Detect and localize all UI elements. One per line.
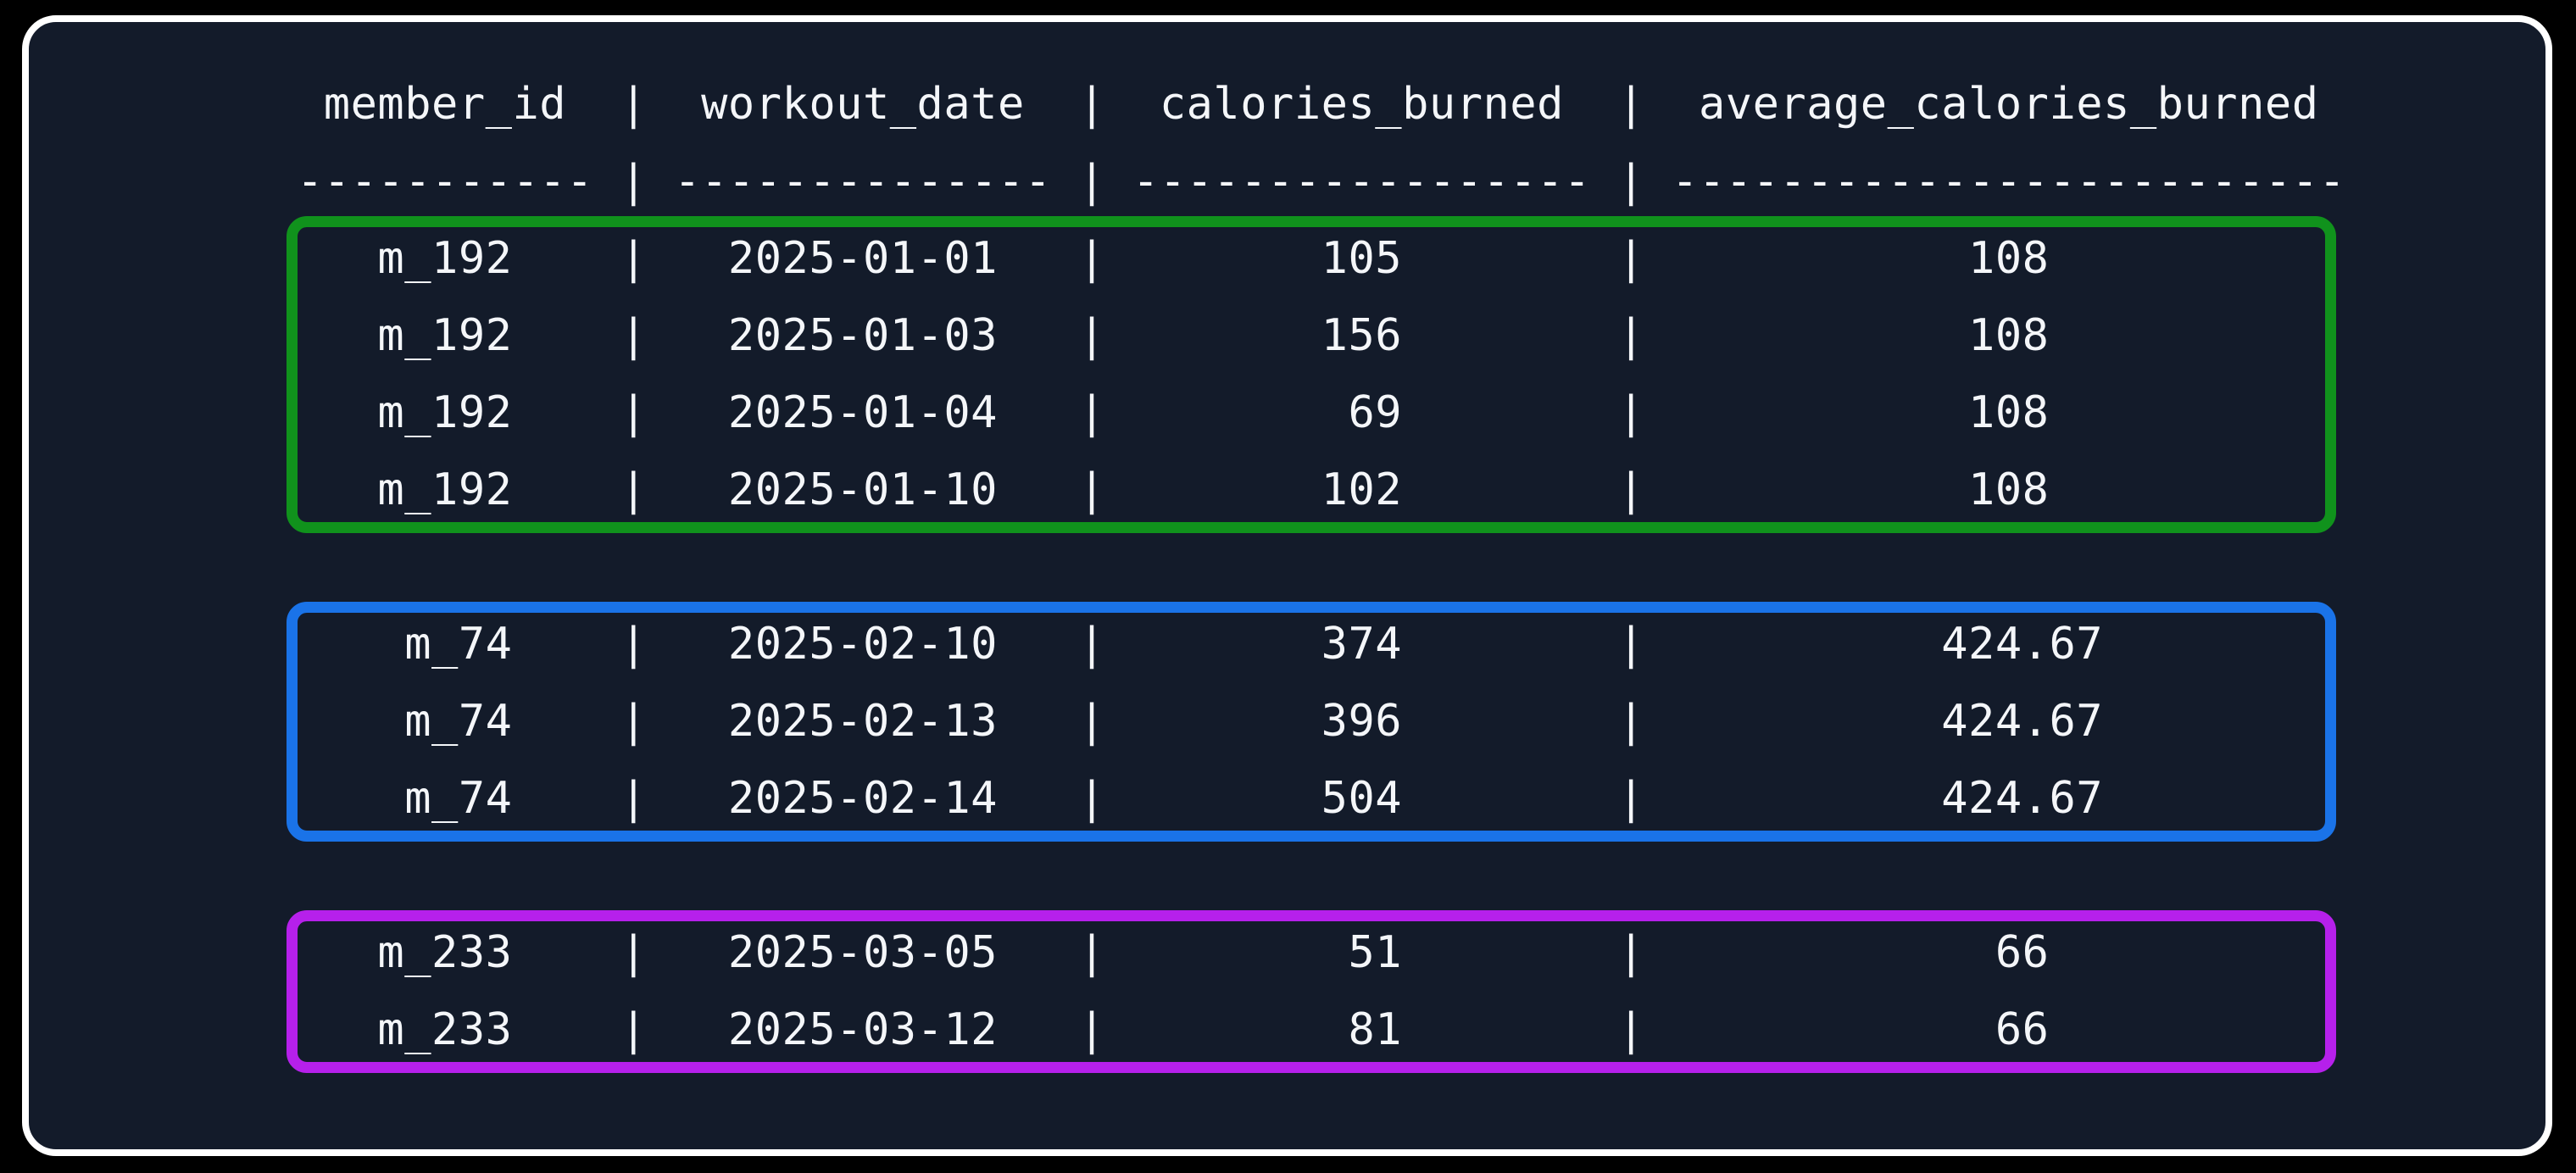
cell-member-id: m_192 (297, 387, 593, 438)
column-separator: | (1052, 696, 1132, 747)
column-separator: | (593, 1004, 674, 1055)
cell-calories-burned: 396 (1132, 696, 1591, 747)
column-separator: | (1591, 310, 1672, 361)
cell-workout-date: 2025-03-12 (674, 1004, 1051, 1055)
cell-member-id: m_74 (297, 619, 593, 670)
column-separator: | (593, 79, 674, 130)
cell-average-calories-burned: 66 (1672, 1004, 2345, 1055)
column-separator: | (1591, 387, 1672, 438)
column-separator: | (593, 233, 674, 284)
cell-calories-burned: 105 (1132, 233, 1591, 284)
cell-member-id: m_74 (297, 696, 593, 747)
header-underline: ----------- (297, 156, 593, 207)
column-separator: | (1591, 1004, 1672, 1055)
cell-average-calories-burned: 108 (1672, 387, 2345, 438)
cell-workout-date: 2025-02-14 (674, 773, 1051, 824)
cell-calories-burned: 81 (1132, 1004, 1591, 1055)
cell-workout-date: 2025-01-04 (674, 387, 1051, 438)
cell-average-calories-burned: 108 (1672, 233, 2345, 284)
cell-workout-date: 2025-02-13 (674, 696, 1051, 747)
column-separator: | (1052, 464, 1132, 515)
column-separator: | (593, 927, 674, 978)
column-separator: | (1052, 927, 1132, 978)
terminal-card: member_id | workout_date | calories_burn… (22, 15, 2552, 1156)
column-separator: | (1052, 156, 1132, 207)
column-separator: | (593, 464, 674, 515)
header-underline: ----------------- (1132, 156, 1591, 207)
screenshot-root: { "window": { "background": "#000000", "… (0, 0, 2576, 1173)
column-header: average_calories_burned (1672, 79, 2345, 130)
column-separator: | (1052, 310, 1132, 361)
column-separator: | (593, 619, 674, 670)
cell-average-calories-burned: 424.67 (1672, 696, 2345, 747)
table-row: m_192 | 2025-01-01 | 105 | 108 (297, 220, 2345, 297)
cell-calories-burned: 69 (1132, 387, 1591, 438)
column-separator: | (1591, 79, 1672, 130)
column-separator: | (1052, 79, 1132, 130)
column-separator: | (1591, 696, 1672, 747)
cell-workout-date: 2025-02-10 (674, 619, 1051, 670)
cell-member-id: m_192 (297, 310, 593, 361)
cell-member-id: m_192 (297, 464, 593, 515)
cell-member-id: m_192 (297, 233, 593, 284)
column-separator: | (1591, 773, 1672, 824)
column-separator: | (593, 156, 674, 207)
column-separator: | (1052, 387, 1132, 438)
table-row: m_192 | 2025-01-03 | 156 | 108 (297, 297, 2345, 375)
column-separator: | (1591, 464, 1672, 515)
column-separator: | (1591, 927, 1672, 978)
table-row: m_192 | 2025-01-04 | 69 | 108 (297, 375, 2345, 452)
cell-calories-burned: 51 (1132, 927, 1591, 978)
column-separator: | (1052, 773, 1132, 824)
column-separator: | (1591, 156, 1672, 207)
column-separator: | (593, 696, 674, 747)
cell-calories-burned: 374 (1132, 619, 1591, 670)
cell-average-calories-burned: 108 (1672, 464, 2345, 515)
column-separator: | (1591, 233, 1672, 284)
column-header: member_id (297, 79, 593, 130)
table-row: m_74 | 2025-02-14 | 504 | 424.67 (297, 760, 2345, 837)
column-separator: | (593, 387, 674, 438)
column-separator: | (593, 773, 674, 824)
cell-workout-date: 2025-01-10 (674, 464, 1051, 515)
column-separator: | (1052, 233, 1132, 284)
blank-line (297, 529, 2345, 606)
table-row: m_74 | 2025-02-13 | 396 | 424.67 (297, 683, 2345, 760)
cell-average-calories-burned: 66 (1672, 927, 2345, 978)
cell-average-calories-burned: 424.67 (1672, 619, 2345, 670)
column-header: calories_burned (1132, 79, 1591, 130)
table-row: m_233 | 2025-03-12 | 81 | 66 (297, 992, 2345, 1069)
column-separator: | (1591, 619, 1672, 670)
header-underline: -------------- (674, 156, 1051, 207)
cell-average-calories-burned: 424.67 (1672, 773, 2345, 824)
cell-member-id: m_233 (297, 927, 593, 978)
cell-workout-date: 2025-03-05 (674, 927, 1051, 978)
table-row: m_233 | 2025-03-05 | 51 | 66 (297, 914, 2345, 992)
table-header-row: member_id | workout_date | calories_burn… (297, 66, 2345, 143)
header-underline: ------------------------- (1672, 156, 2345, 207)
column-separator: | (1052, 1004, 1132, 1055)
column-header: workout_date (674, 79, 1051, 130)
column-separator: | (593, 310, 674, 361)
cell-calories-burned: 156 (1132, 310, 1591, 361)
cell-workout-date: 2025-01-03 (674, 310, 1051, 361)
cell-calories-burned: 504 (1132, 773, 1591, 824)
query-result-table: member_id | workout_date | calories_burn… (297, 66, 2345, 1069)
column-separator: | (1052, 619, 1132, 670)
cell-member-id: m_74 (297, 773, 593, 824)
blank-line (297, 837, 2345, 914)
table-row: m_192 | 2025-01-10 | 102 | 108 (297, 452, 2345, 529)
header-underline-row: ----------- | -------------- | ---------… (297, 143, 2345, 220)
table-row: m_74 | 2025-02-10 | 374 | 424.67 (297, 606, 2345, 683)
cell-workout-date: 2025-01-01 (674, 233, 1051, 284)
cell-member-id: m_233 (297, 1004, 593, 1055)
cell-average-calories-burned: 108 (1672, 310, 2345, 361)
cell-calories-burned: 102 (1132, 464, 1591, 515)
